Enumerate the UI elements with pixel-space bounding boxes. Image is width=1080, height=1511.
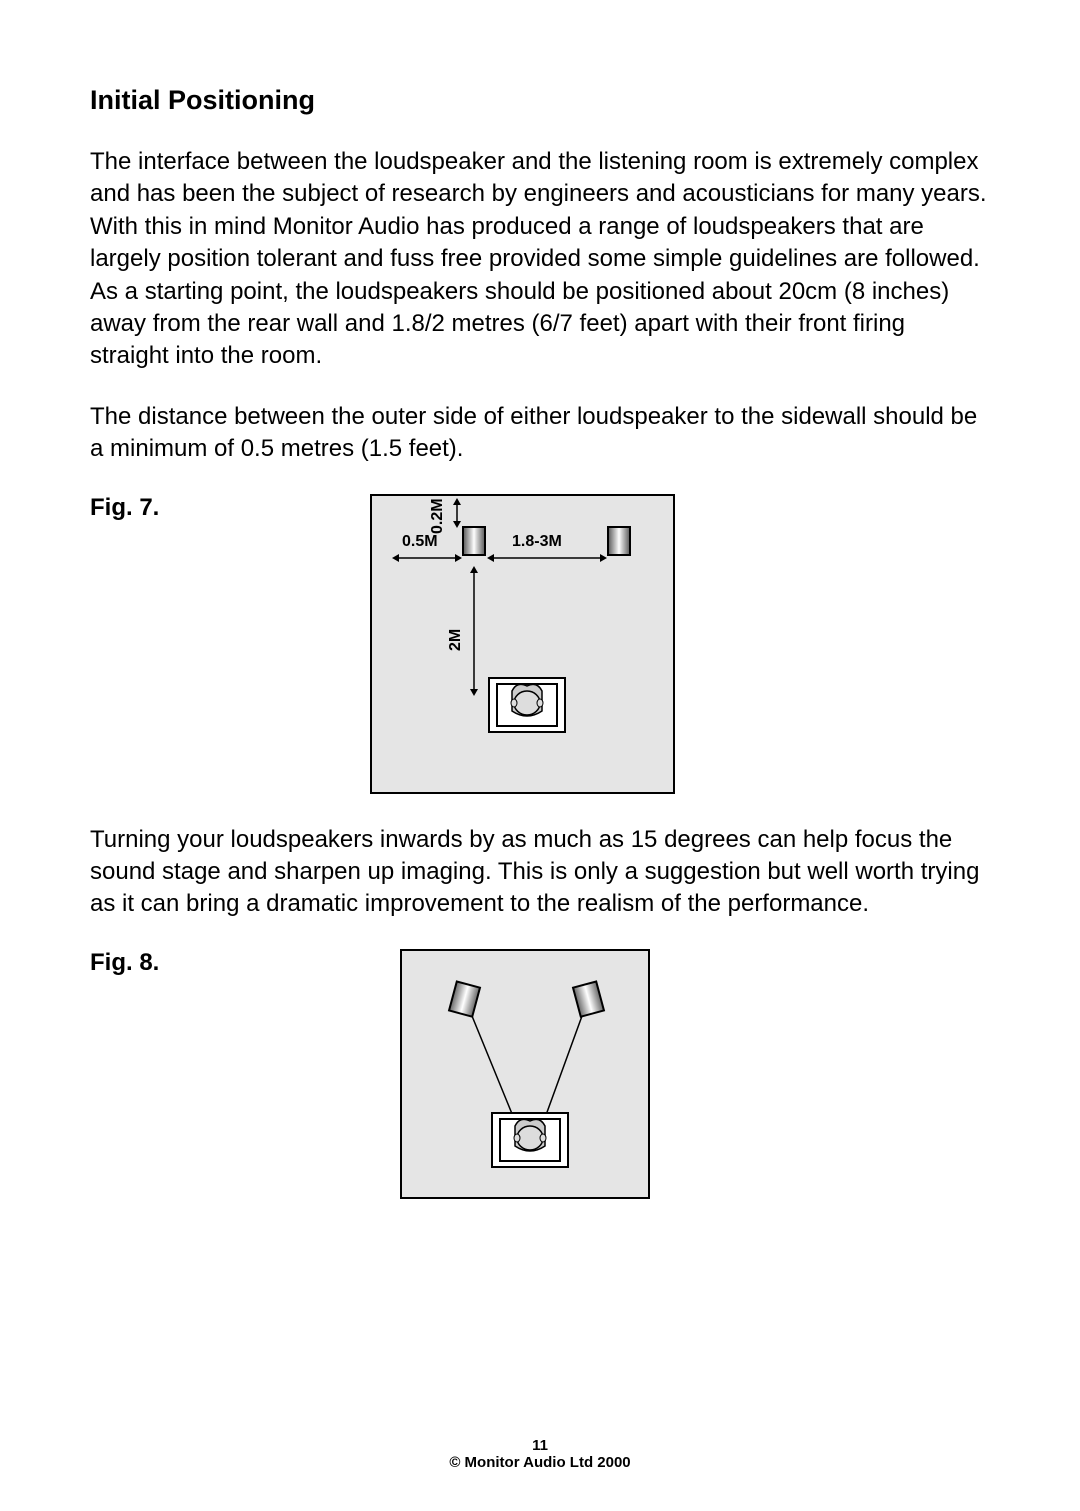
page-heading: Initial Positioning xyxy=(90,85,990,116)
fig7-speaker-left xyxy=(462,526,486,556)
paragraph-2: The distance between the outer side of e… xyxy=(90,401,990,466)
footer-copyright: © Monitor Audio Ltd 2000 xyxy=(0,1454,1080,1471)
paragraph-1: The interface between the loudspeaker an… xyxy=(90,146,990,373)
fig7-arrow-listen xyxy=(467,566,481,696)
fig8-label: Fig. 8. xyxy=(90,949,159,977)
figure-7: 0.2M 0.5M 1.8-3M xyxy=(370,494,675,794)
para1b-text: As a starting point, the loudspeakers sh… xyxy=(90,278,949,370)
page-footer: 11 © Monitor Audio Ltd 2000 xyxy=(0,1437,1080,1471)
fig7-listener-icon xyxy=(487,676,567,741)
figure-8 xyxy=(400,949,650,1199)
fig7-dim-apart: 1.8-3M xyxy=(512,533,562,551)
footer-page-number: 11 xyxy=(0,1437,1080,1454)
fig7-arrow-side xyxy=(392,551,462,565)
fig7-speaker-right xyxy=(607,526,631,556)
para1-text: The interface between the loudspeaker an… xyxy=(90,148,987,272)
fig7-arrow-apart xyxy=(487,551,607,565)
fig7-dim-rear: 0.2M xyxy=(429,498,447,534)
fig7-label: Fig. 7. xyxy=(90,494,159,522)
fig7-dim-listen: 2M xyxy=(447,628,465,650)
fig8-listener-icon xyxy=(490,1111,570,1176)
paragraph-3: Turning your loudspeakers inwards by as … xyxy=(90,824,990,921)
fig7-arrow-rear xyxy=(447,498,467,528)
fig7-dim-side: 0.5M xyxy=(402,533,438,551)
